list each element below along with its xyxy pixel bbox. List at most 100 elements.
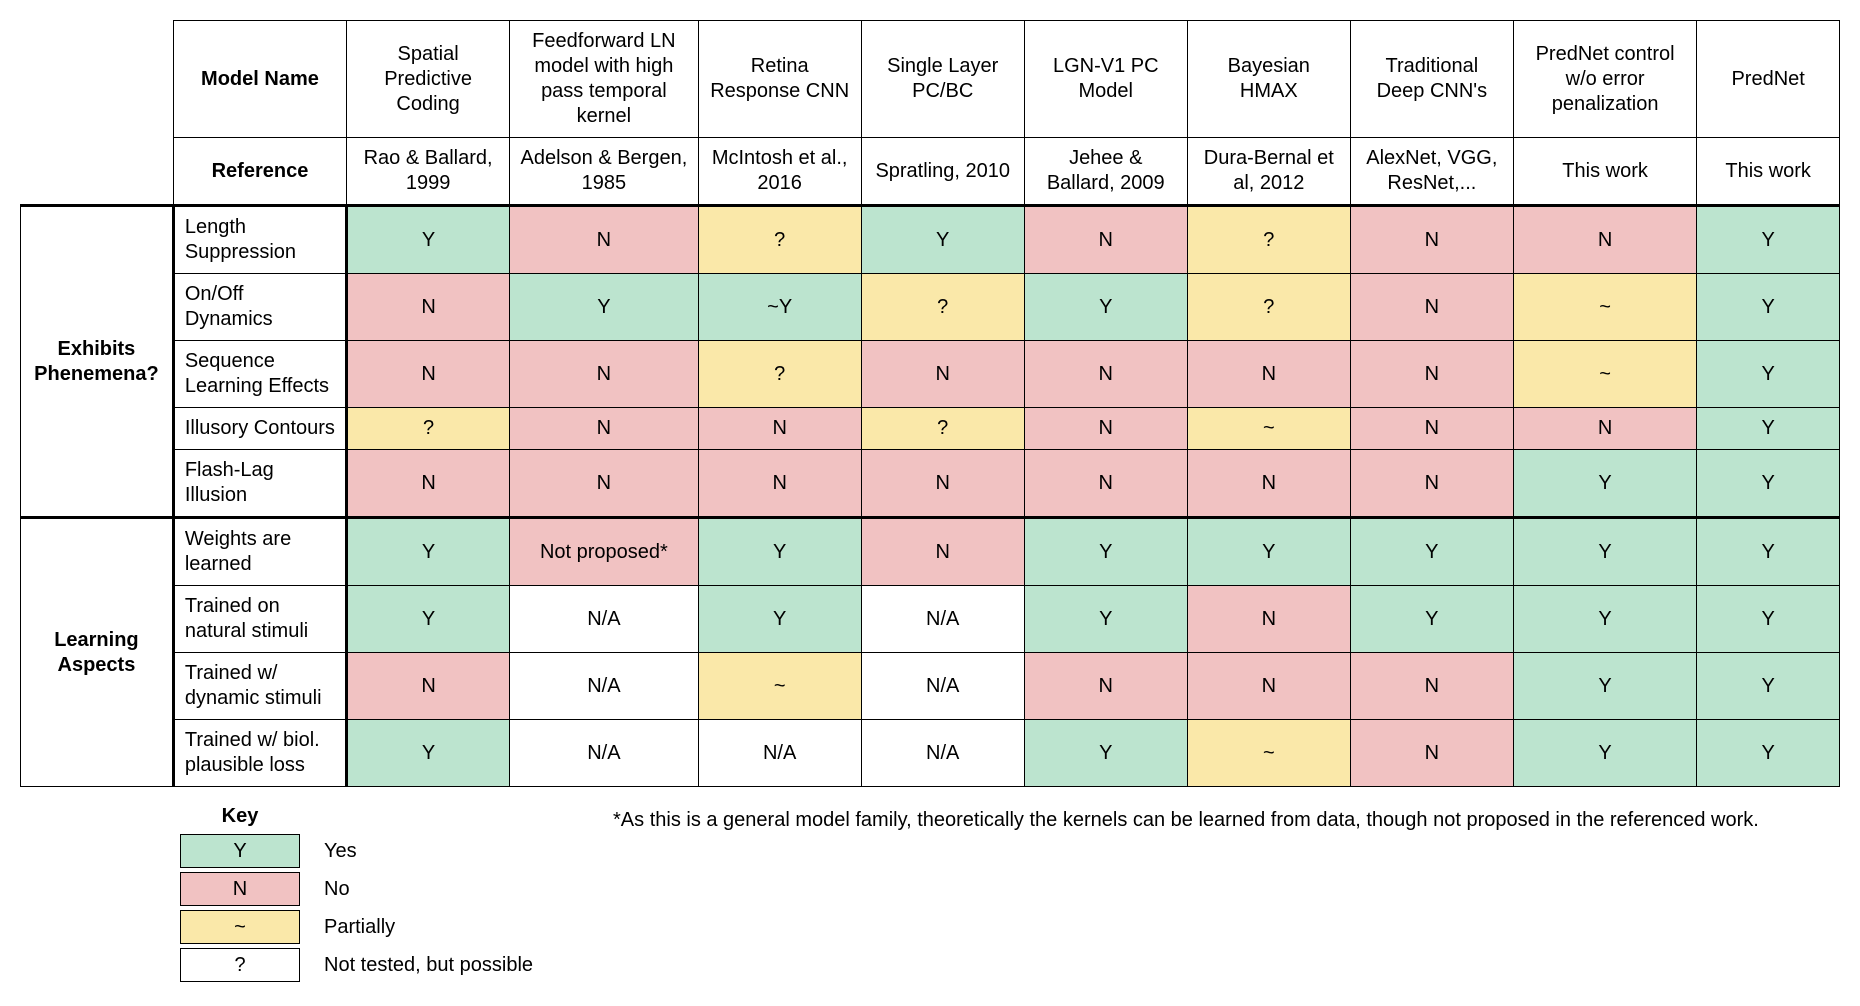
row-group-label: Exhibits Phenemena? bbox=[21, 206, 174, 518]
cell: N bbox=[347, 341, 510, 408]
cell: Y bbox=[347, 586, 510, 653]
cell: Y bbox=[1697, 341, 1840, 408]
cell: ? bbox=[347, 408, 510, 450]
cell: Y bbox=[1513, 450, 1696, 518]
cell: ~ bbox=[1187, 408, 1350, 450]
cell: Y bbox=[1187, 518, 1350, 586]
cell: N bbox=[1350, 450, 1513, 518]
cell: Y bbox=[1513, 653, 1696, 720]
cell: N bbox=[1350, 274, 1513, 341]
cell: Y bbox=[1350, 518, 1513, 586]
row-label: Sequence Learning Effects bbox=[173, 341, 346, 408]
cell: N bbox=[1187, 586, 1350, 653]
cell: Y bbox=[1513, 720, 1696, 787]
legend-swatch: N bbox=[180, 872, 300, 906]
cell: Y bbox=[347, 206, 510, 274]
row-label: On/Off Dynamics bbox=[173, 274, 346, 341]
legend-row: ? Not tested, but possible bbox=[180, 948, 533, 982]
comparison-table: Model Name Spatial Predictive CodingFeed… bbox=[20, 20, 1840, 787]
model-name-col-7: PredNet control w/o error penalization bbox=[1513, 21, 1696, 138]
cell: ~ bbox=[698, 653, 861, 720]
table-row: Flash-Lag IllusionNNNNNNNYY bbox=[21, 450, 1840, 518]
cell: Y bbox=[1024, 518, 1187, 586]
legend-row: ~ Partially bbox=[180, 910, 533, 944]
legend-title: Key bbox=[180, 805, 300, 828]
cell: N bbox=[347, 450, 510, 518]
cell: Y bbox=[1513, 518, 1696, 586]
cell: ? bbox=[1187, 274, 1350, 341]
cell: Y bbox=[1697, 450, 1840, 518]
cell: N bbox=[510, 206, 699, 274]
legend-row: YYes bbox=[180, 834, 533, 868]
legend-swatch: ~ bbox=[180, 910, 300, 944]
cell: N/A bbox=[510, 586, 699, 653]
cell: N bbox=[347, 653, 510, 720]
cell: ~ bbox=[1187, 720, 1350, 787]
reference-col-4: Jehee & Ballard, 2009 bbox=[1024, 138, 1187, 206]
cell: N bbox=[861, 518, 1024, 586]
row-label: Trained w/ biol. plausible loss bbox=[173, 720, 346, 787]
reference-col-7: This work bbox=[1513, 138, 1696, 206]
reference-col-0: Rao & Ballard, 1999 bbox=[347, 138, 510, 206]
cell: Y bbox=[1697, 653, 1840, 720]
cell: Y bbox=[347, 720, 510, 787]
model-name-col-0: Spatial Predictive Coding bbox=[347, 21, 510, 138]
cell: N bbox=[1024, 408, 1187, 450]
footnote: *As this is a general model family, theo… bbox=[613, 809, 1840, 832]
cell: N bbox=[861, 341, 1024, 408]
cell: Not proposed* bbox=[510, 518, 699, 586]
cell: Y bbox=[1697, 720, 1840, 787]
cell: N bbox=[1350, 408, 1513, 450]
cell: N/A bbox=[510, 720, 699, 787]
reference-col-6: AlexNet, VGG, ResNet,... bbox=[1350, 138, 1513, 206]
table-row: Sequence Learning EffectsNN?NNNN~Y bbox=[21, 341, 1840, 408]
cell: N bbox=[1350, 720, 1513, 787]
model-name-col-2: Retina Response CNN bbox=[698, 21, 861, 138]
cell: Y bbox=[1697, 518, 1840, 586]
corner-blank bbox=[21, 21, 174, 206]
cell: N bbox=[1187, 341, 1350, 408]
model-name-col-1: Feedforward LN model with high pass temp… bbox=[510, 21, 699, 138]
cell: N bbox=[861, 450, 1024, 518]
legend: Key YYes N No ~ Partially? Not tested, but po… bbox=[180, 805, 533, 986]
cell: N bbox=[510, 408, 699, 450]
cell: N bbox=[1513, 206, 1696, 274]
legend-text: Not tested, but possible bbox=[324, 954, 533, 977]
cell: Y bbox=[347, 518, 510, 586]
cell: N bbox=[1024, 206, 1187, 274]
cell: Y bbox=[1697, 206, 1840, 274]
model-name-col-5: Bayesian HMAX bbox=[1187, 21, 1350, 138]
cell: Y bbox=[1024, 274, 1187, 341]
cell: Y bbox=[1350, 586, 1513, 653]
reference-col-1: Adelson & Bergen, 1985 bbox=[510, 138, 699, 206]
row-group-label: Learning Aspects bbox=[21, 518, 174, 787]
cell: ? bbox=[698, 206, 861, 274]
cell: N bbox=[698, 408, 861, 450]
cell: N bbox=[1513, 408, 1696, 450]
cell: Y bbox=[1697, 408, 1840, 450]
cell: Y bbox=[1024, 720, 1187, 787]
cell: Y bbox=[1513, 586, 1696, 653]
model-name-col-8: PredNet bbox=[1697, 21, 1840, 138]
table-row: Trained w/ biol. plausible lossYN/AN/AN/… bbox=[21, 720, 1840, 787]
cell: Y bbox=[861, 206, 1024, 274]
cell: Y bbox=[1697, 274, 1840, 341]
cell: N bbox=[1350, 341, 1513, 408]
legend-swatch: Y bbox=[180, 834, 300, 868]
model-name-label: Model Name bbox=[173, 21, 346, 138]
cell: Y bbox=[510, 274, 699, 341]
row-label: Illusory Contours bbox=[173, 408, 346, 450]
cell: ~ bbox=[1513, 341, 1696, 408]
legend-swatch: ? bbox=[180, 948, 300, 982]
cell: N bbox=[510, 341, 699, 408]
table-row: Learning AspectsWeights are learnedYNot … bbox=[21, 518, 1840, 586]
table-row: Trained w/ dynamic stimuliNN/A~N/ANNNYY bbox=[21, 653, 1840, 720]
row-label: Weights are learned bbox=[173, 518, 346, 586]
legend-text: No bbox=[324, 878, 350, 901]
cell: N bbox=[1187, 653, 1350, 720]
cell: ~ bbox=[1513, 274, 1696, 341]
cell: N/A bbox=[861, 720, 1024, 787]
table-row: Exhibits Phenemena?Length SuppressionYN?… bbox=[21, 206, 1840, 274]
legend-row: N No bbox=[180, 872, 533, 906]
legend-text: Partially bbox=[324, 916, 395, 939]
